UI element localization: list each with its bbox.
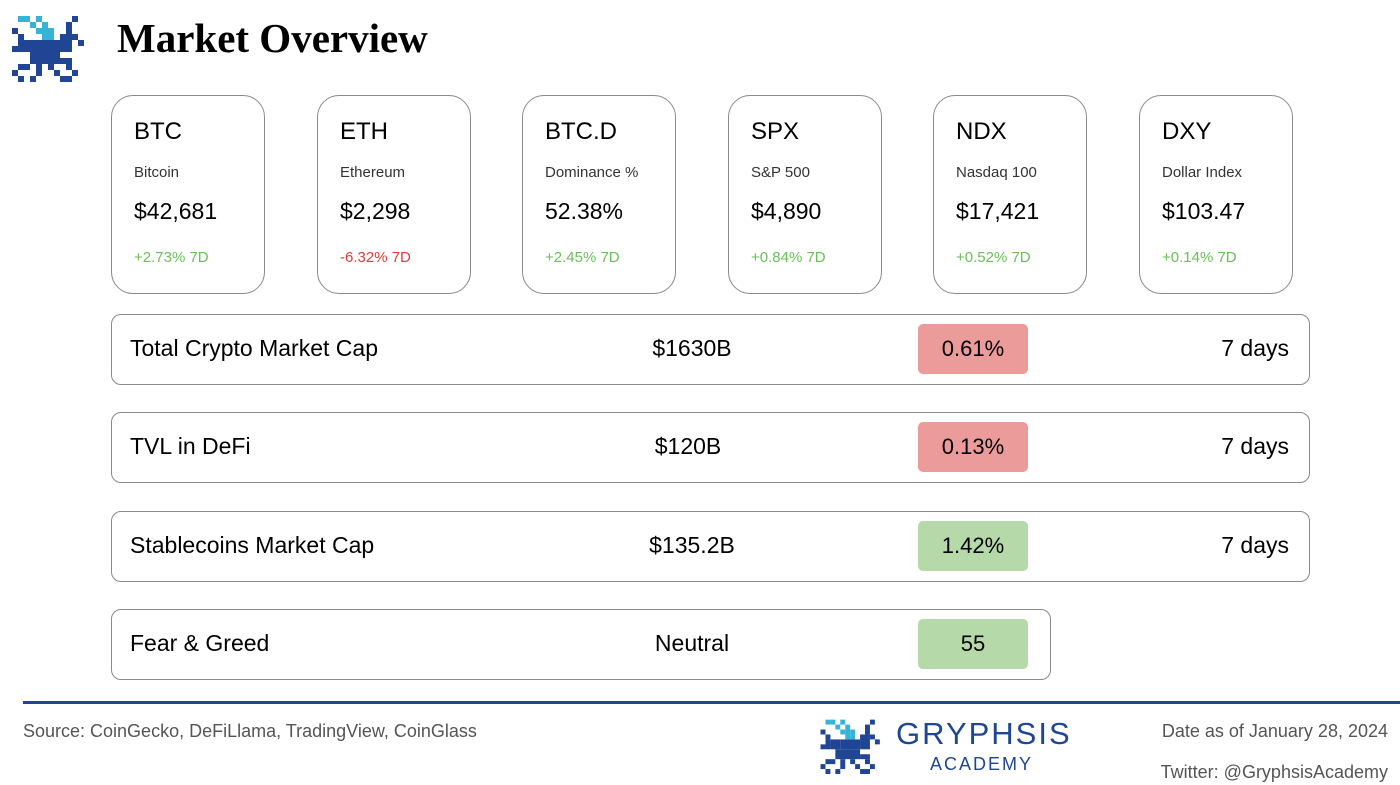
gryphon-logo-icon (820, 719, 880, 774)
ticker-card-btc: BTC Bitcoin $42,681 +2.73% 7D (111, 95, 265, 294)
ticker-card-dxy: DXY Dollar Index $103.47 +0.14% 7D (1139, 95, 1293, 294)
ticker-change: +2.73% 7D (134, 249, 209, 266)
twitter-handle: Twitter: @GryphsisAcademy (1160, 762, 1388, 782)
metric-row-tvl-in-defi: TVL in DeFi $120B 0.13% 7 days (111, 412, 1310, 483)
ticker-cards: BTC Bitcoin $42,681 +2.73% 7D ETH Ethere… (111, 95, 1301, 297)
ticker-price: $17,421 (956, 198, 1040, 224)
ticker-price: $103.47 (1162, 198, 1246, 224)
metric-index-badge: 55 (918, 619, 1028, 669)
ticker-price: $2,298 (340, 198, 411, 224)
metric-value: $1630B (652, 335, 732, 361)
metric-row-fear-and-greed: Fear & Greed Neutral 55 (111, 609, 1051, 680)
ticker-card-ndx: NDX Nasdaq 100 $17,421 +0.52% 7D (933, 95, 1087, 294)
metric-period: 7 days (1221, 532, 1289, 558)
ticker-change: +0.52% 7D (956, 249, 1031, 266)
ticker-symbol: NDX (956, 118, 1007, 145)
metric-label: Stablecoins Market Cap (130, 532, 375, 558)
metric-change-badge: 0.13% (918, 422, 1028, 472)
footer-divider (23, 701, 1400, 704)
metric-period: 7 days (1221, 433, 1289, 459)
metric-label: Total Crypto Market Cap (130, 335, 378, 361)
metric-value: $120B (654, 433, 722, 459)
metric-value: $135.2B (649, 532, 735, 558)
ticker-change: +0.14% 7D (1162, 249, 1237, 266)
page-title: Market Overview (117, 15, 428, 61)
ticker-change: +2.45% 7D (545, 249, 620, 266)
ticker-symbol: DXY (1162, 118, 1212, 145)
brand-subtitle: ACADEMY (930, 754, 1034, 774)
ticker-change: +0.84% 7D (751, 249, 826, 266)
metric-period: 7 days (1221, 335, 1289, 361)
metric-change-badge: 0.61% (918, 324, 1028, 374)
metric-row-total-crypto-market-cap: Total Crypto Market Cap $1630B 0.61% 7 d… (111, 314, 1310, 385)
source-note: Source: CoinGecko, DeFiLlama, TradingVie… (23, 721, 477, 741)
ticker-name: Dollar Index (1162, 164, 1243, 181)
metric-change-badge: 1.42% (918, 521, 1028, 571)
ticker-symbol: SPX (751, 118, 800, 145)
report-date: Date as of January 28, 2024 (1161, 721, 1388, 741)
metric-label: Fear & Greed (130, 630, 270, 656)
ticker-card-eth: ETH Ethereum $2,298 -6.32% 7D (317, 95, 471, 294)
ticker-name: Bitcoin (134, 164, 180, 181)
ticker-symbol: ETH (340, 118, 388, 145)
ticker-name: Nasdaq 100 (956, 164, 1037, 181)
ticker-symbol: BTC.D (545, 118, 617, 145)
brand-lockup: GRYPHSIS ACADEMY (820, 716, 1070, 774)
ticker-price: $4,890 (751, 198, 822, 224)
ticker-name: Dominance % (545, 164, 639, 181)
ticker-change: -6.32% 7D (340, 249, 411, 266)
ticker-name: Ethereum (340, 164, 406, 181)
ticker-card-btc-dominance: BTC.D Dominance % 52.38% +2.45% 7D (522, 95, 676, 294)
ticker-name: S&P 500 (751, 164, 810, 181)
brand-name: GRYPHSIS (896, 716, 1072, 751)
metric-row-stablecoins-market-cap: Stablecoins Market Cap $135.2B 1.42% 7 d… (111, 511, 1310, 582)
ticker-card-spx: SPX S&P 500 $4,890 +0.84% 7D (728, 95, 882, 294)
ticker-price: $42,681 (134, 198, 218, 224)
ticker-price: 52.38% (545, 198, 624, 224)
metric-value: Neutral (654, 630, 730, 656)
metric-label: TVL in DeFi (130, 433, 251, 459)
gryphon-logo-icon (12, 16, 84, 82)
ticker-symbol: BTC (134, 118, 182, 145)
